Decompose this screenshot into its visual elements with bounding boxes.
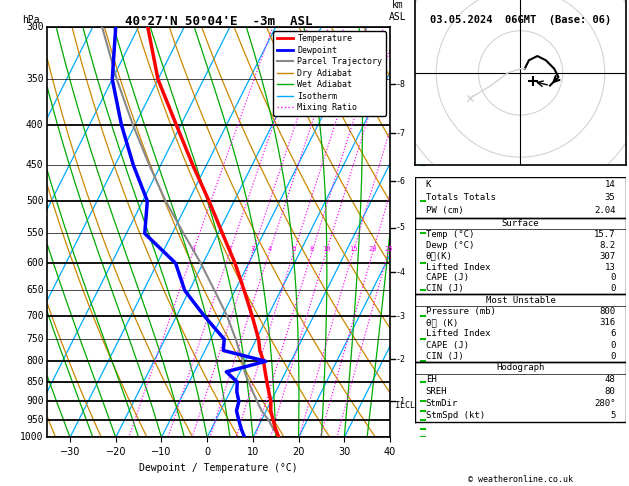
- Text: 14: 14: [604, 180, 615, 189]
- Text: Lifted Index: Lifted Index: [426, 330, 490, 338]
- Text: 650: 650: [26, 285, 43, 295]
- Text: PW (cm): PW (cm): [426, 207, 464, 215]
- Text: Pressure (mb): Pressure (mb): [426, 307, 496, 316]
- Text: 800: 800: [599, 307, 615, 316]
- Text: Most Unstable: Most Unstable: [486, 295, 555, 305]
- Legend: Temperature, Dewpoint, Parcel Trajectory, Dry Adiabat, Wet Adiabat, Isotherm, Mi: Temperature, Dewpoint, Parcel Trajectory…: [274, 31, 386, 116]
- Text: θᴇ (K): θᴇ (K): [426, 318, 458, 327]
- Text: 6: 6: [292, 246, 296, 252]
- Text: © weatheronline.co.uk: © weatheronline.co.uk: [468, 474, 573, 484]
- Text: 750: 750: [26, 334, 43, 344]
- Text: 0: 0: [610, 274, 615, 282]
- Text: 25: 25: [384, 246, 392, 252]
- Text: 900: 900: [26, 397, 43, 406]
- Text: 3: 3: [250, 246, 255, 252]
- Text: Totals Totals: Totals Totals: [426, 193, 496, 202]
- Text: -8: -8: [396, 80, 406, 88]
- Text: 80: 80: [604, 387, 615, 397]
- Text: 1LCL: 1LCL: [396, 401, 416, 410]
- Text: 2.04: 2.04: [594, 207, 615, 215]
- Text: 0: 0: [610, 284, 615, 294]
- Text: 03.05.2024  06GMT  (Base: 06): 03.05.2024 06GMT (Base: 06): [430, 15, 611, 25]
- Text: -5: -5: [396, 224, 406, 232]
- Text: 5: 5: [610, 411, 615, 420]
- Text: 450: 450: [26, 160, 43, 170]
- Text: 316: 316: [599, 318, 615, 327]
- Text: 280°: 280°: [594, 399, 615, 408]
- Text: θᴇ(K): θᴇ(K): [426, 252, 452, 260]
- Text: 350: 350: [26, 74, 43, 84]
- Text: 1000: 1000: [20, 433, 43, 442]
- Text: 307: 307: [599, 252, 615, 260]
- Text: 950: 950: [26, 415, 43, 425]
- Text: StmSpd (kt): StmSpd (kt): [426, 411, 485, 420]
- Text: 20: 20: [369, 246, 377, 252]
- Text: 400: 400: [26, 120, 43, 130]
- Text: 40°27'N 50°04'E  -3m  ASL: 40°27'N 50°04'E -3m ASL: [125, 15, 313, 28]
- Text: Dewp (°C): Dewp (°C): [426, 241, 474, 250]
- Text: Hodograph: Hodograph: [496, 364, 545, 372]
- Text: 48: 48: [604, 376, 615, 384]
- Text: 4: 4: [267, 246, 272, 252]
- Text: 6: 6: [610, 330, 615, 338]
- Text: -1: -1: [396, 397, 406, 406]
- Text: Lifted Index: Lifted Index: [426, 262, 490, 272]
- Text: 2: 2: [228, 246, 232, 252]
- Text: -7: -7: [396, 129, 406, 138]
- Text: 300: 300: [26, 22, 43, 32]
- Text: 35: 35: [604, 193, 615, 202]
- Text: CIN (J): CIN (J): [426, 284, 464, 294]
- Text: 1: 1: [191, 246, 195, 252]
- X-axis label: Dewpoint / Temperature (°C): Dewpoint / Temperature (°C): [139, 463, 298, 473]
- Text: CIN (J): CIN (J): [426, 352, 464, 361]
- Text: EH: EH: [426, 376, 437, 384]
- Text: 550: 550: [26, 228, 43, 239]
- Text: 15: 15: [349, 246, 357, 252]
- Text: 10: 10: [322, 246, 331, 252]
- Text: 0: 0: [610, 341, 615, 349]
- Text: 8: 8: [310, 246, 314, 252]
- Text: Temp (°C): Temp (°C): [426, 229, 474, 239]
- Text: -2: -2: [396, 355, 406, 364]
- Text: -6: -6: [396, 177, 406, 186]
- Text: 15.7: 15.7: [594, 229, 615, 239]
- Text: CAPE (J): CAPE (J): [426, 274, 469, 282]
- Text: 13: 13: [604, 262, 615, 272]
- Text: 850: 850: [26, 377, 43, 387]
- Text: Surface: Surface: [502, 219, 539, 227]
- Text: SREH: SREH: [426, 387, 447, 397]
- Text: K: K: [426, 180, 431, 189]
- Text: StmDir: StmDir: [426, 399, 458, 408]
- Text: 700: 700: [26, 311, 43, 321]
- Text: 0: 0: [610, 352, 615, 361]
- Text: -4: -4: [396, 268, 406, 277]
- Text: 800: 800: [26, 356, 43, 366]
- Text: 8.2: 8.2: [599, 241, 615, 250]
- Text: -3: -3: [396, 312, 406, 321]
- Text: 600: 600: [26, 258, 43, 268]
- Text: 500: 500: [26, 196, 43, 206]
- Text: CAPE (J): CAPE (J): [426, 341, 469, 349]
- Text: hPa: hPa: [22, 15, 40, 25]
- Text: km
ASL: km ASL: [389, 0, 406, 22]
